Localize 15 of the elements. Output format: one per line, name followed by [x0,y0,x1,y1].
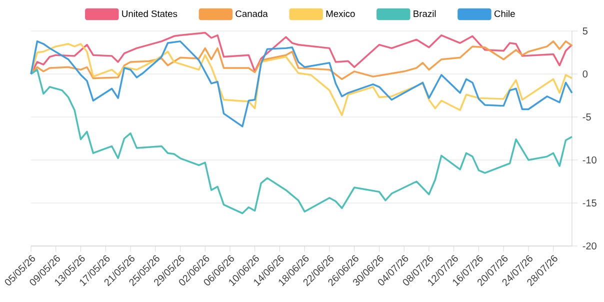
line-series [30,40,573,128]
y-tick-label: -15 [582,200,596,206]
legend-label: Brazil [414,10,436,18]
y-tick-label: -5 [582,114,591,120]
legend-label: United States [122,10,178,18]
y-tick-label: -10 [582,156,596,164]
line-series [30,68,573,214]
y-tick-label: 0 [582,70,588,78]
line-series [30,43,573,116]
y-tick-label: 5 [582,28,588,34]
y-tick-label: -20 [582,242,596,250]
legend-label: Canada [236,10,268,18]
legend-label: Mexico [326,10,355,18]
legend-label: Chile [494,10,515,18]
line-series [30,40,573,80]
